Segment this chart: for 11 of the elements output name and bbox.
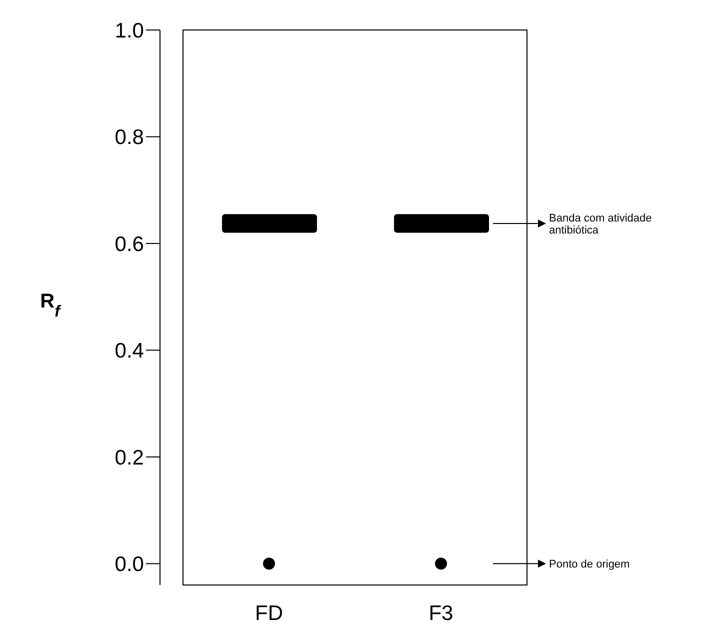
x-tick-label: FD — [255, 602, 283, 625]
text: Banda com atividade antibiótica — [549, 212, 652, 236]
y-tick-label: 0.8 — [114, 126, 144, 150]
y-tick-label: 1.0 — [114, 19, 144, 42]
y-tick-label: 0.0 — [114, 553, 144, 576]
text: Ponto de origem — [549, 558, 630, 571]
x-tick-label: F3 — [428, 602, 454, 625]
y-axis-title: R$_{f}$ — [40, 290, 62, 320]
y-tick-label: 0.2 — [114, 446, 144, 470]
y-tick-label: 0.6 — [114, 232, 144, 256]
y-tick-label: 0.4 — [114, 340, 144, 363]
